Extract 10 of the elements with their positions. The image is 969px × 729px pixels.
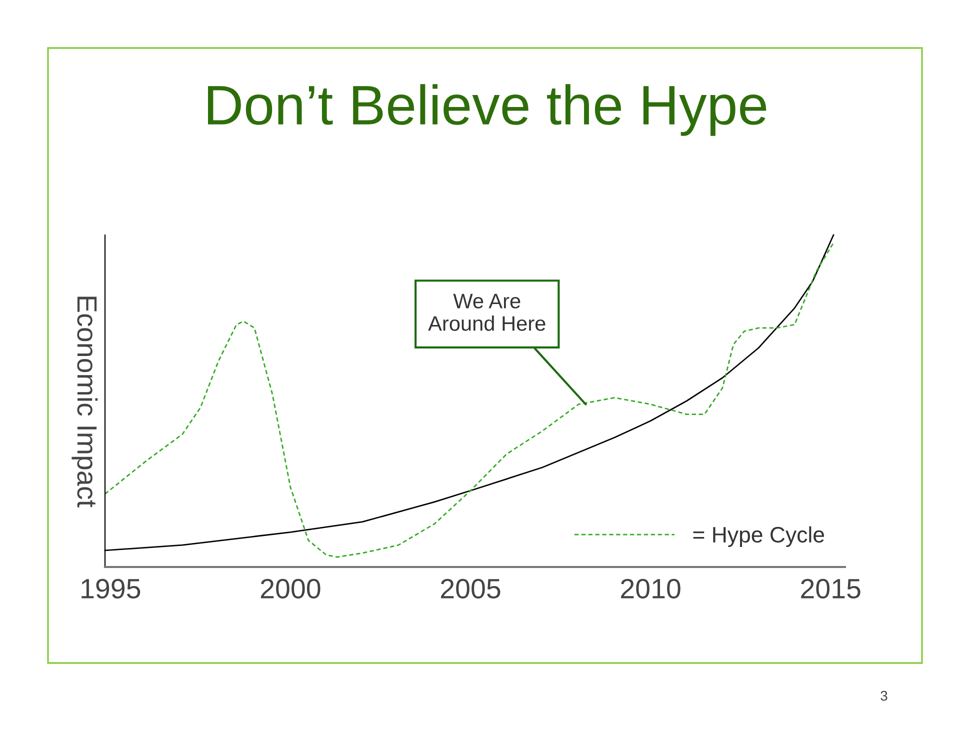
annotation: We Are Around Here: [428, 294, 546, 331]
x-tick-label: 2000: [260, 578, 320, 599]
chart-title: Don’t Believe the Hype: [208, 84, 766, 136]
x-tick-label: 2015: [801, 578, 860, 599]
x-tick-label: 2010: [621, 578, 680, 599]
x-tick-label: 2005: [441, 578, 500, 599]
legend-label: = Hype Cycle: [693, 526, 824, 547]
x-tick-label: 1995: [82, 578, 140, 599]
y-axis-title: Economic Impact: [72, 296, 98, 508]
text: 3: [880, 690, 888, 701]
